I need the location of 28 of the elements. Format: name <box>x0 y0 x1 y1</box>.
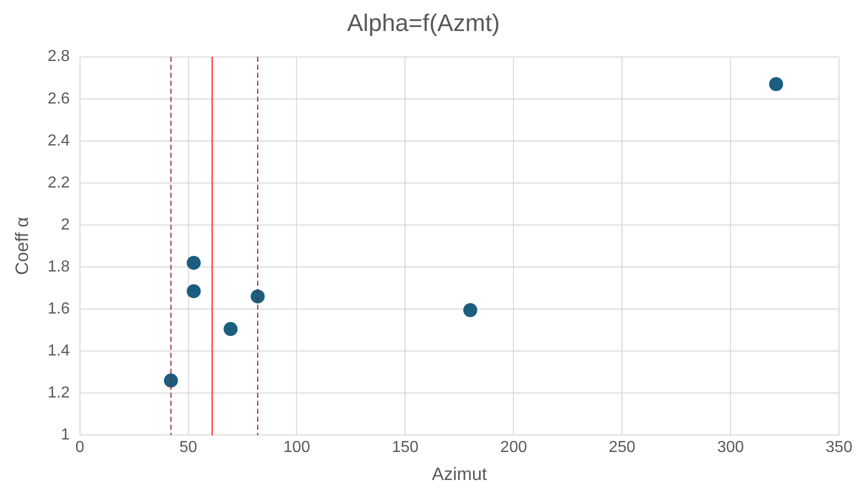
point <box>186 256 201 270</box>
x-tick-label: 100 <box>283 439 310 456</box>
point <box>463 303 478 318</box>
x-tick-label: 300 <box>717 439 744 456</box>
point <box>250 289 265 304</box>
chart-title: Alpha=f(Azmt) <box>347 10 500 38</box>
y-tick-label: 1 <box>60 426 70 444</box>
y-tick-label: 2.4 <box>48 132 70 150</box>
x-tick-label: 200 <box>500 439 528 456</box>
y-tick-label: 1.2 <box>48 384 70 402</box>
y-tick-label: 2.6 <box>48 90 70 108</box>
x-tick-label: 150 <box>392 439 419 456</box>
point <box>224 322 238 336</box>
x-tick-label: 50 <box>179 439 198 456</box>
x-tick-label: 0 <box>75 439 84 456</box>
y-tick-label: 2 <box>60 216 70 234</box>
y-tick-label: 1.6 <box>48 300 70 318</box>
y-tick-label: 2.8 <box>48 48 70 66</box>
y-axis-title: Coeff α <box>12 216 32 276</box>
x-tick-label: 250 <box>608 439 636 456</box>
x-axis-title: Azimut <box>432 464 487 484</box>
point <box>769 77 784 92</box>
point <box>186 284 201 298</box>
y-tick-label: 1.4 <box>48 342 70 360</box>
point <box>164 374 178 388</box>
y-tick-label: 2.2 <box>48 174 70 192</box>
y-tick-label: 1.8 <box>48 258 70 276</box>
x-tick-label: 350 <box>826 439 852 456</box>
